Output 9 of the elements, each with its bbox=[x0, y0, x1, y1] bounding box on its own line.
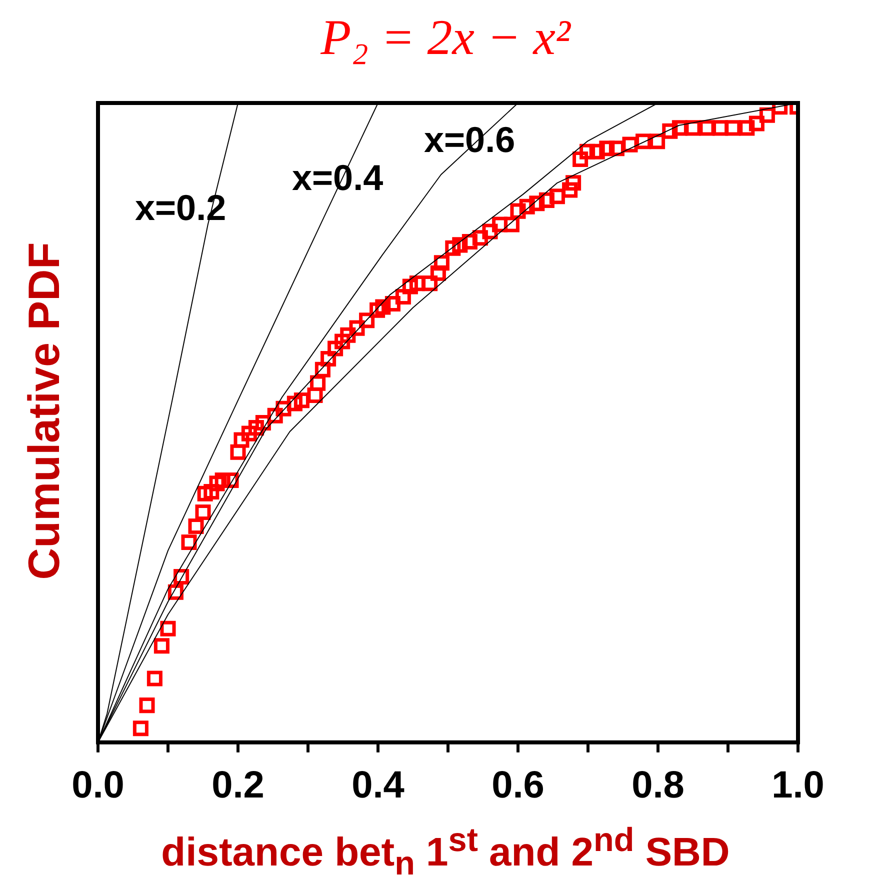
x-tick-label: 1.0 bbox=[772, 764, 824, 807]
chart-title: P₂ = 2x − x² bbox=[319, 8, 572, 66]
y-axis-title: Cumulative PDF bbox=[20, 242, 70, 580]
x-tick-label: 0.6 bbox=[492, 764, 544, 807]
x-tick-label: 0.2 bbox=[212, 764, 264, 807]
x-tick-label: 0.8 bbox=[632, 764, 684, 807]
x-axis-title: distance bet$_{n}$ 1$^{st}$ and 2$^{nd}$ SBD bbox=[160, 822, 731, 884]
x-tick-label: 0.0 bbox=[72, 764, 124, 807]
x-tick-label: 0.4 bbox=[352, 764, 404, 807]
